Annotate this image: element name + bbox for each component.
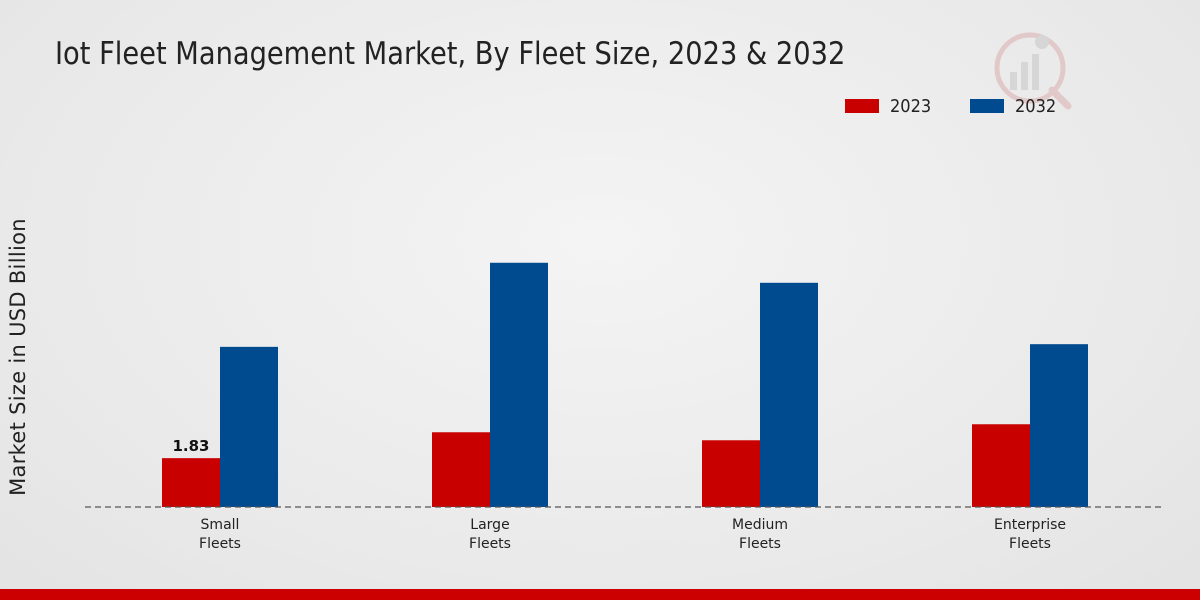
- legend-swatch-2032: [969, 99, 1004, 113]
- x-tick-label-2: Medium Fleets: [732, 517, 788, 552]
- x-tick-label-3: Enterprise Fleets: [994, 517, 1066, 552]
- legend-item-2023: 2023: [845, 96, 936, 117]
- data-label-0: 1.83: [172, 437, 209, 455]
- legend-label-2032: 2032: [1014, 95, 1057, 117]
- bar-2023-0: [162, 458, 220, 507]
- brand-logo-icon: [994, 32, 1072, 110]
- legend-item-2032: 2032: [969, 95, 1061, 117]
- x-tick-label-1: Large Fleets: [469, 517, 511, 552]
- bar-2023-1: [432, 432, 490, 507]
- chart-title: Iot Fleet Management Market, By Fleet Si…: [55, 36, 846, 72]
- chart-legend: 2023 2032: [845, 94, 1095, 118]
- bar-2032-2: [760, 282, 818, 507]
- legend-swatch-2023: [845, 99, 879, 113]
- x-tick-label-0: Small Fleets: [199, 517, 241, 552]
- legend-label-2023: 2023: [890, 95, 932, 117]
- bottom-accent-bar: [0, 589, 1200, 600]
- bar-2032-1: [490, 262, 548, 507]
- bar-2032-0: [220, 346, 278, 507]
- bar-2032-3: [1030, 344, 1088, 507]
- bar-2023-2: [702, 440, 760, 507]
- bar-2023-3: [972, 424, 1030, 507]
